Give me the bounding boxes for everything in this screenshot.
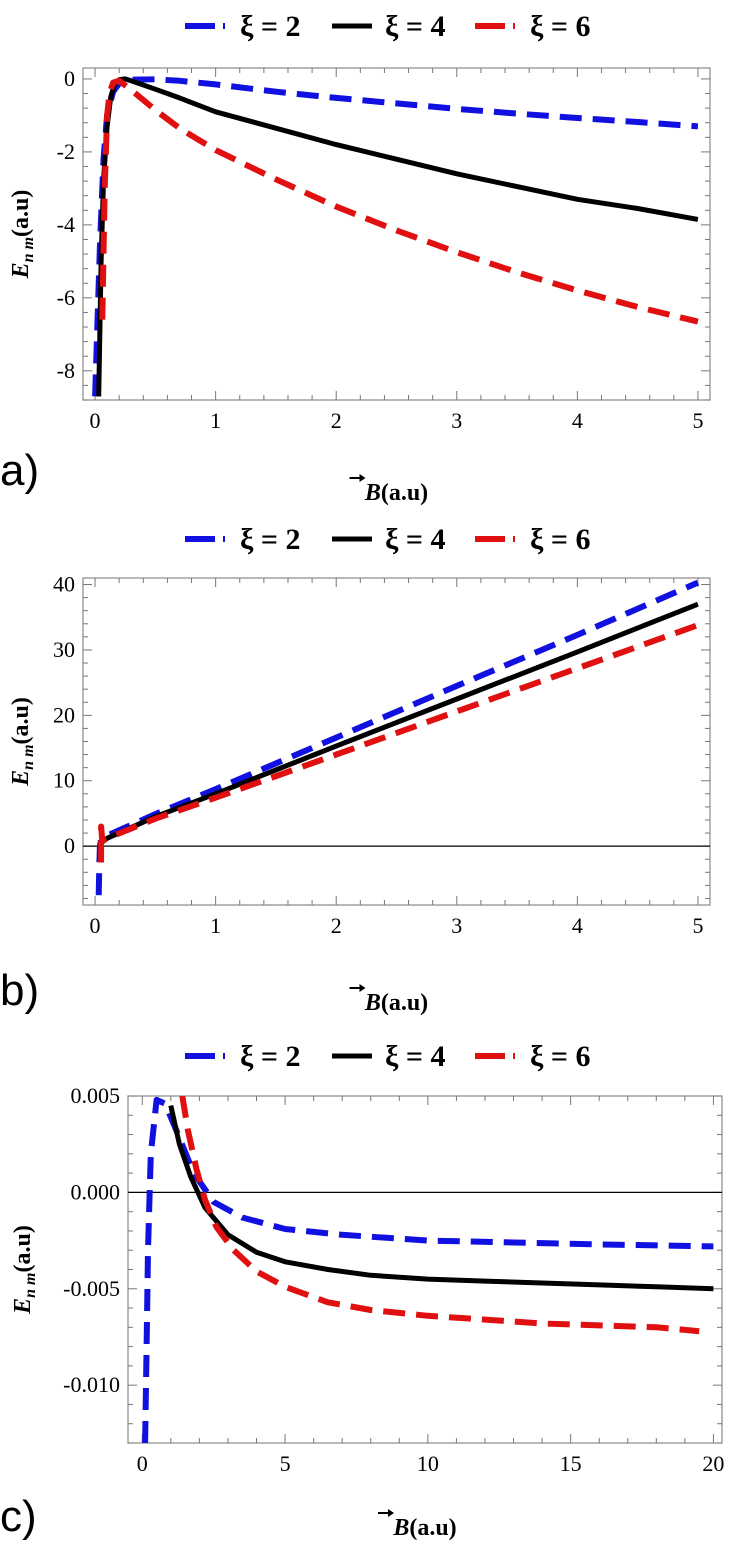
y-tick-label: -0.005 [63, 1276, 120, 1301]
series-line-xi-2 [95, 579, 700, 896]
y-tick-label: 10 [53, 768, 75, 793]
x-tick-label: 2 [331, 913, 342, 938]
x-axis-title: B(a.u) [364, 480, 428, 506]
y-tick-label: 0 [64, 66, 75, 91]
x-axis-title: B(a.u) [364, 990, 428, 1016]
y-tick-label: -4 [57, 212, 75, 237]
y-tick-label: 0 [64, 833, 75, 858]
legend-label: ξ = 2 [240, 1040, 300, 1073]
x-tick-label: 15 [560, 1451, 582, 1476]
x-axis-title: B(a.u) [392, 1515, 456, 1541]
y-axis-title: En m(a.u) [8, 190, 37, 280]
y-axis-title: En m(a.u) [10, 1225, 39, 1315]
x-tick-label: 2 [331, 408, 342, 433]
x-tick-label: 20 [702, 1451, 724, 1476]
y-tick-label: -0.010 [63, 1372, 120, 1397]
panel-label: a) [0, 446, 39, 495]
legend-label: ξ = 4 [385, 523, 445, 556]
legend-label: ξ = 2 [240, 10, 300, 43]
y-tick-label: 20 [53, 702, 75, 727]
legend-label: ξ = 2 [240, 523, 300, 556]
x-tick-label: 0 [90, 913, 101, 938]
chart-panel-2: 0 1 2 3 4 5 0 10 20 30 40 ξ = 2 ξ = 4 ξ = 6 En m(a.u) B… [0, 523, 711, 1016]
series-line-xi-4 [96, 76, 699, 397]
legend: ξ = 2 ξ = 4 ξ = 6 [185, 523, 590, 556]
x-tick-label: 3 [451, 913, 462, 938]
x-tick-label: 1 [210, 408, 221, 433]
y-tick-label: 0.005 [71, 1083, 121, 1108]
chart-panel-1: 0 1 2 3 4 5 0 -2 -4 -6 -8 ξ = 2 ξ = 4 ξ = 6 En m(a.u) B… [0, 10, 711, 506]
series-line-xi-4 [99, 601, 699, 845]
y-tick-label: 40 [53, 572, 75, 597]
legend-label: ξ = 6 [530, 523, 590, 556]
legend-label: ξ = 6 [530, 10, 590, 43]
x-tick-label: 5 [692, 913, 703, 938]
y-tick-label: -2 [57, 139, 75, 164]
x-tick-label: 5 [692, 408, 703, 433]
x-tick-label: 4 [572, 408, 583, 433]
legend: ξ = 2 ξ = 4 ξ = 6 [185, 1040, 590, 1073]
plot-frame [82, 577, 711, 906]
series-line-xi-6 [98, 622, 699, 863]
legend-label: ξ = 4 [385, 1040, 445, 1073]
x-tick-label: 0 [90, 408, 101, 433]
x-tick-label: 0 [137, 1451, 148, 1476]
x-tick-label: 5 [280, 1451, 291, 1476]
series-line-xi-4 [168, 1105, 714, 1292]
plot-frame [127, 1095, 723, 1444]
panel-label: b) [0, 966, 39, 1015]
legend: ξ = 2 ξ = 4 ξ = 6 [185, 10, 590, 43]
y-tick-label: -8 [57, 358, 75, 383]
legend-label: ξ = 6 [530, 1040, 590, 1073]
y-tick-label: -6 [57, 285, 75, 310]
x-tick-label: 10 [417, 1451, 439, 1476]
y-tick-label: 0.000 [71, 1179, 121, 1204]
x-tick-label: 4 [572, 913, 583, 938]
series-line-xi-6 [99, 77, 699, 325]
x-tick-label: 3 [451, 408, 462, 433]
panel-label: c) [0, 1492, 37, 1541]
series-line-xi-2 [92, 76, 699, 397]
plot-frame [82, 67, 711, 401]
series-line-xi-2 [142, 1096, 714, 1443]
y-tick-label: 30 [53, 637, 75, 662]
series-line-xi-6 [179, 1096, 700, 1335]
x-tick-label: 1 [210, 913, 221, 938]
y-axis-title: En m(a.u) [8, 697, 37, 787]
legend-label: ξ = 4 [385, 10, 445, 43]
chart-panel-3: 0 5 10 15 20 0.005 0.000 -0.005 -0.010 ξ = 2 ξ = 4… [0, 1040, 724, 1541]
